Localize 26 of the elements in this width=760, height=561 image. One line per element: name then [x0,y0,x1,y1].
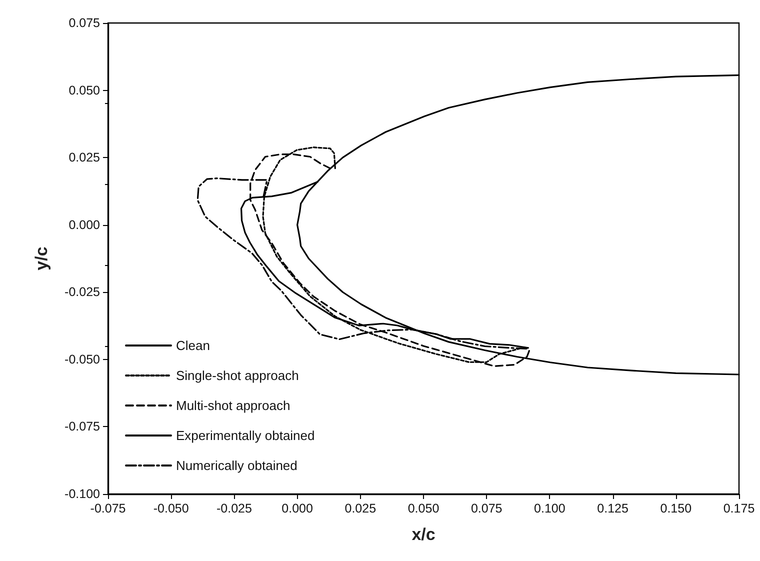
x-tick-label: 0.150 [660,502,692,516]
y-tick-label: -0.100 [64,487,100,501]
y-tick-label: 0.075 [68,16,100,30]
x-tick-label: 0.175 [723,502,755,516]
x-tick-label: -0.075 [90,502,126,516]
legend-label: Clean [176,338,210,353]
x-tick-label: 0.050 [408,502,440,516]
y-tick-label: 0.000 [68,218,100,232]
y-tick-label: -0.075 [64,420,100,434]
x-tick-label: 0.000 [282,502,313,516]
y-axis-title: y/c [32,246,51,270]
x-tick-label: -0.025 [216,502,252,516]
y-tick-label: 0.025 [68,150,100,165]
x-axis-title: x/c [412,525,436,544]
x-tick-label: 0.075 [470,502,502,516]
y-tick-label: 0.050 [68,83,100,98]
y-tick-label: -0.025 [64,285,100,300]
x-tick-label: 0.100 [534,502,566,516]
legend-label: Experimentally obtained [176,428,315,443]
x-tick-label: -0.050 [153,502,189,516]
y-tick-label: -0.050 [64,352,100,366]
legend-label: Numerically obtained [176,458,298,473]
x-tick-label: 0.025 [344,502,376,516]
x-tick-label: 0.125 [597,502,628,516]
legend-label: Multi-shot approach [176,398,290,413]
legend-label: Single-shot approach [176,368,299,383]
